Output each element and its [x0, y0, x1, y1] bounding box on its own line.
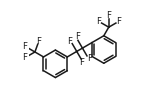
Text: F: F [67, 37, 72, 46]
Text: F: F [36, 37, 41, 46]
Text: F: F [23, 42, 28, 51]
Text: F: F [79, 58, 85, 67]
Text: F: F [116, 17, 121, 26]
Text: F: F [75, 32, 80, 41]
Text: F: F [23, 53, 28, 62]
Text: F: F [106, 11, 111, 20]
Text: F: F [96, 17, 101, 26]
Text: F: F [87, 54, 92, 63]
